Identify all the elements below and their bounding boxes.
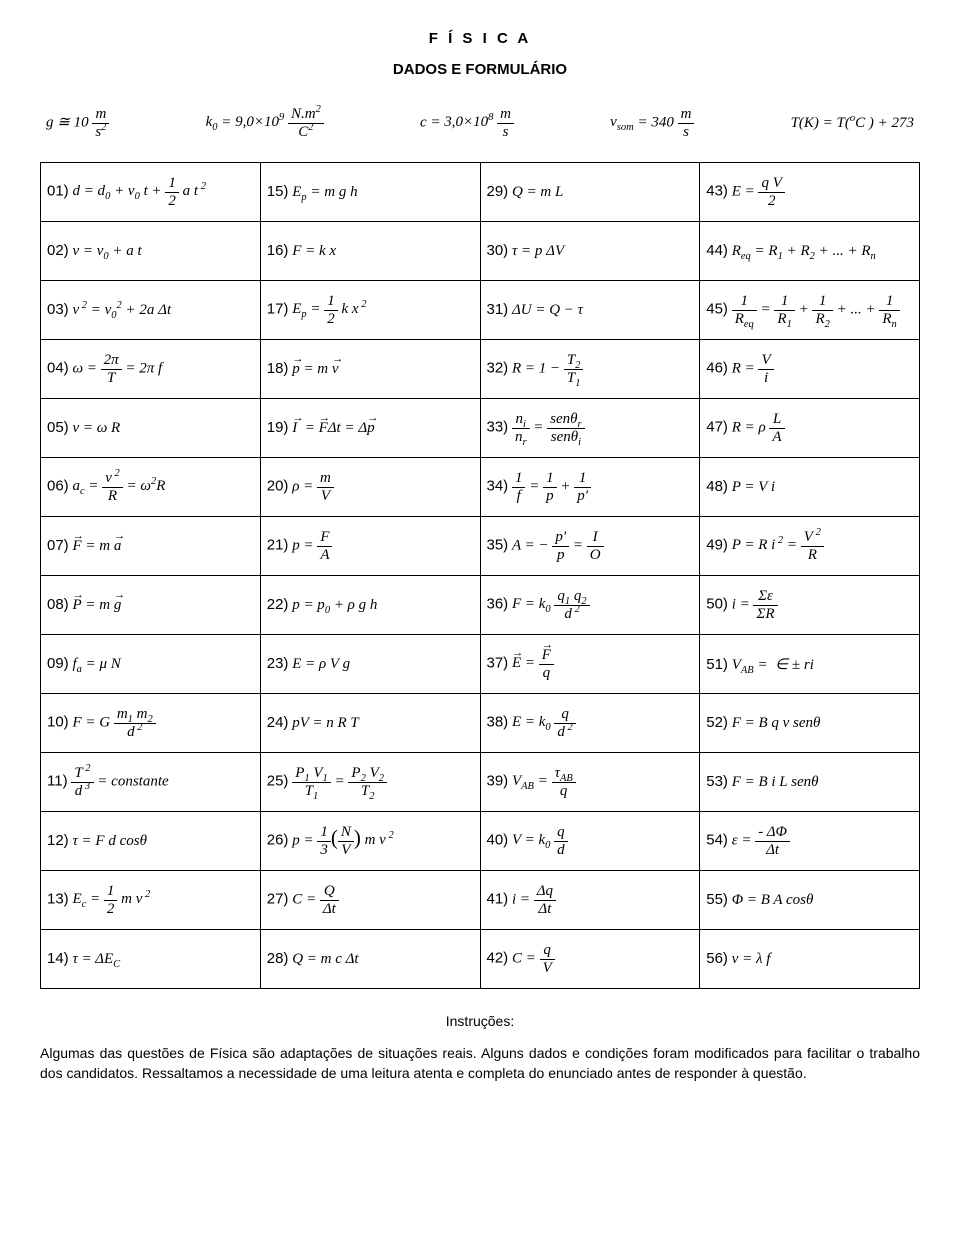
formula-cell: 16) F = k x [260, 222, 480, 281]
table-row: 05) v = ω R19) I = FΔt = Δp33) ninr = se… [41, 399, 920, 458]
table-row: 10) F = G m1 m2d 224) pV = n R T38) E = … [41, 694, 920, 753]
formula-cell: 11) T 2d 3 = constante [41, 753, 261, 812]
formula-cell: 49) P = R i 2 = V 2R [700, 517, 920, 576]
formula-cell: 01) d = d0 + v0 t + 12 a t 2 [41, 163, 261, 222]
formula-cell: 13) Ec = 12 m v 2 [41, 871, 261, 930]
constants-row: g ≅ 10 ms2 k0 = 9,0×109 N.m2C2 c = 3,0×1… [40, 106, 920, 140]
formula-cell: 38) E = k0 qd 2 [480, 694, 700, 753]
formula-cell: 50) i = ΣεΣR [700, 576, 920, 635]
formula-cell: 48) P = V i [700, 458, 920, 517]
formula-cell: 15) Ep = m g h [260, 163, 480, 222]
table-row: 07) F = m a21) p = FA35) A = − p′p = IO4… [41, 517, 920, 576]
formula-cell: 37) E = Fq [480, 635, 700, 694]
formula-cell: 33) ninr = senθrsenθi [480, 399, 700, 458]
formula-cell: 07) F = m a [41, 517, 261, 576]
formula-cell: 45) 1Req = 1R1 + 1R2 + ... + 1Rn [700, 281, 920, 340]
table-row: 14) τ = ΔEC28) Q = m c Δt42) C = qV56) v… [41, 930, 920, 989]
formula-cell: 36) F = k0 q1 q2d 2 [480, 576, 700, 635]
formula-cell: 23) E = ρ V g [260, 635, 480, 694]
formula-cell: 28) Q = m c Δt [260, 930, 480, 989]
formula-cell: 21) p = FA [260, 517, 480, 576]
instructions-body: Algumas das questões de Física são adapt… [40, 1043, 920, 1084]
constant-tk: T(K) = T(oC ) + 273 [791, 115, 914, 132]
formula-cell: 32) R = 1 − T2T1 [480, 340, 700, 399]
table-row: 06) ac = v 2R = ω2R20) ρ = mV34) 1f = 1p… [41, 458, 920, 517]
formula-cell: 08) P = m g [41, 576, 261, 635]
formula-cell: 22) p = p0 + ρ g h [260, 576, 480, 635]
formula-cell: 24) pV = n R T [260, 694, 480, 753]
formula-cell: 30) τ = p ΔV [480, 222, 700, 281]
formula-cell: 10) F = G m1 m2d 2 [41, 694, 261, 753]
formula-cell: 42) C = qV [480, 930, 700, 989]
formula-cell: 47) R = ρ LA [700, 399, 920, 458]
formula-cell: 54) ε = - ΔΦΔt [700, 812, 920, 871]
formula-cell: 51) VAB = ∈ ± ri [700, 635, 920, 694]
formula-cell: 29) Q = m L [480, 163, 700, 222]
formula-cell: 27) C = QΔt [260, 871, 480, 930]
formula-cell: 52) F = B q v senθ [700, 694, 920, 753]
table-row: 08) P = m g22) p = p0 + ρ g h36) F = k0 … [41, 576, 920, 635]
page-title: F Í S I C A [40, 30, 920, 47]
table-row: 11) T 2d 3 = constante25) P1 V1T1 = P2 V… [41, 753, 920, 812]
formula-cell: 04) ω = 2πT = 2π f [41, 340, 261, 399]
formula-cell: 20) ρ = mV [260, 458, 480, 517]
constant-g: g ≅ 10 ms2 [46, 106, 109, 140]
table-row: 01) d = d0 + v0 t + 12 a t 215) Ep = m g… [41, 163, 920, 222]
formula-cell: 09) fa = μ N [41, 635, 261, 694]
formula-cell: 05) v = ω R [41, 399, 261, 458]
table-row: 02) v = v0 + a t16) F = k x30) τ = p ΔV4… [41, 222, 920, 281]
formula-cell: 17) Ep = 12 k x 2 [260, 281, 480, 340]
formula-cell: 02) v = v0 + a t [41, 222, 261, 281]
formula-cell: 39) VAB = τABq [480, 753, 700, 812]
table-row: 09) fa = μ N23) E = ρ V g37) E = Fq51) V… [41, 635, 920, 694]
formula-cell: 44) Req = R1 + R2 + ... + Rn [700, 222, 920, 281]
formula-table: 01) d = d0 + v0 t + 12 a t 215) Ep = m g… [40, 162, 920, 989]
table-row: 03) v 2 = v02 + 2a Δt17) Ep = 12 k x 231… [41, 281, 920, 340]
formula-cell: 06) ac = v 2R = ω2R [41, 458, 261, 517]
formula-cell: 41) i = ΔqΔt [480, 871, 700, 930]
formula-cell: 43) E = q V2 [700, 163, 920, 222]
formula-cell: 55) Φ = B A cosθ [700, 871, 920, 930]
constant-vsom: vsom = 340 ms [610, 106, 694, 140]
constant-k0: k0 = 9,0×109 N.m2C2 [206, 106, 324, 140]
table-row: 04) ω = 2πT = 2π f18) p = m v32) R = 1 −… [41, 340, 920, 399]
formula-cell: 53) F = B i L senθ [700, 753, 920, 812]
formula-cell: 46) R = Vi [700, 340, 920, 399]
formula-cell: 35) A = − p′p = IO [480, 517, 700, 576]
formula-cell: 25) P1 V1T1 = P2 V2T2 [260, 753, 480, 812]
formula-cell: 26) p = 13(NV) m v 2 [260, 812, 480, 871]
formula-cell: 40) V = k0 qd [480, 812, 700, 871]
page-subtitle: DADOS E FORMULÁRIO [40, 61, 920, 78]
formula-cell: 18) p = m v [260, 340, 480, 399]
formula-cell: 31) ΔU = Q − τ [480, 281, 700, 340]
formula-cell: 14) τ = ΔEC [41, 930, 261, 989]
instructions-title: Instruções: [40, 1013, 920, 1029]
formula-cell: 12) τ = F d cosθ [41, 812, 261, 871]
formula-cell: 56) v = λ f [700, 930, 920, 989]
table-row: 12) τ = F d cosθ26) p = 13(NV) m v 240) … [41, 812, 920, 871]
formula-cell: 03) v 2 = v02 + 2a Δt [41, 281, 261, 340]
formula-cell: 19) I = FΔt = Δp [260, 399, 480, 458]
constant-c: c = 3,0×108 ms [420, 106, 514, 140]
table-row: 13) Ec = 12 m v 227) C = QΔt41) i = ΔqΔt… [41, 871, 920, 930]
formula-cell: 34) 1f = 1p + 1p′ [480, 458, 700, 517]
